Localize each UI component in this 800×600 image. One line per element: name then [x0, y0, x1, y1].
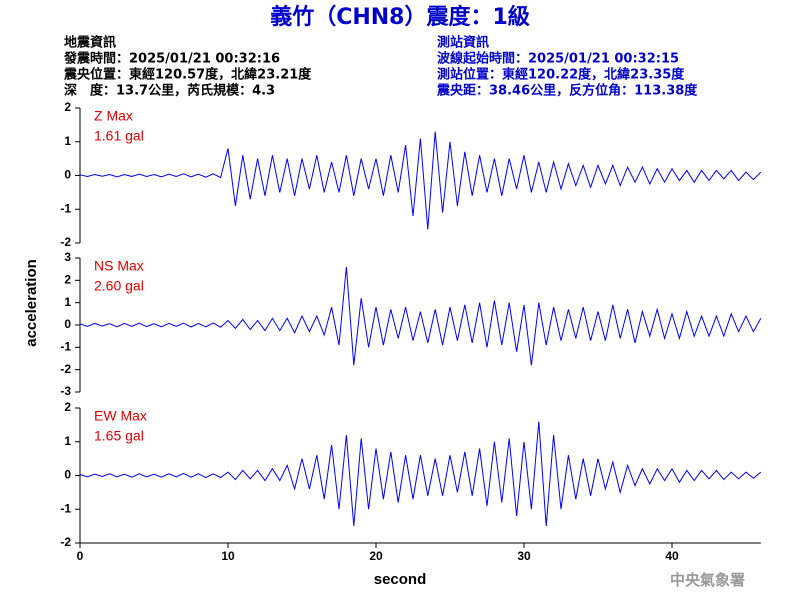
- event-info-line: 發震時間：2025/01/21 00:32:16: [63, 51, 280, 67]
- chart-title: 義竹（CHN8）震度：1級: [270, 4, 530, 30]
- y-tick-label: 0: [64, 168, 71, 182]
- y-tick-label: 1: [64, 434, 71, 448]
- y-tick-label: -2: [60, 535, 71, 549]
- x-tick-label: 10: [221, 549, 235, 563]
- y-tick-label: -2: [60, 362, 71, 376]
- station-info-line: 測站資訊: [437, 35, 489, 51]
- waveform: [79, 421, 762, 527]
- peak-label: 1.65 gal: [94, 428, 144, 444]
- component-label: Z Max: [94, 108, 133, 124]
- y-tick-label: 3: [64, 250, 71, 264]
- waveform: [79, 131, 762, 230]
- y-tick-label: 2: [64, 273, 71, 287]
- event-info-line: 震央位置：東經120.57度，北緯23.21度: [63, 67, 312, 83]
- event-info-line: 深 度：13.7公里，芮氏規模：4.3: [64, 83, 275, 99]
- y-tick-label: -1: [60, 340, 71, 354]
- station-info-line: 波線起始時間：2025/01/21 00:32:15: [437, 51, 679, 67]
- y-tick-label: -1: [60, 501, 71, 515]
- peak-label: 2.60 gal: [94, 278, 144, 294]
- x-tick-label: 0: [77, 549, 84, 563]
- y-tick-label: 0: [64, 317, 71, 331]
- y-tick-label: -1: [60, 201, 71, 215]
- y-tick-label: 1: [64, 134, 71, 148]
- x-tick-label: 20: [369, 549, 383, 563]
- y-axis-label: acceleration: [23, 259, 40, 347]
- component-label: NS Max: [94, 258, 144, 274]
- y-tick-label: -2: [60, 235, 71, 249]
- station-info-line: 測站位置：東經120.22度，北緯23.35度: [437, 67, 685, 83]
- x-tick-label: 30: [517, 549, 531, 563]
- event-info-line: 地震資訊: [64, 35, 116, 51]
- x-tick-label: 40: [665, 549, 679, 563]
- y-tick-label: -3: [60, 384, 71, 398]
- peak-label: 1.61 gal: [94, 128, 144, 144]
- y-tick-label: 1: [64, 295, 71, 309]
- waveform: [79, 266, 762, 366]
- watermark: 中央氣象署: [670, 571, 745, 589]
- component-label: EW Max: [94, 408, 147, 424]
- x-axis-label: second: [374, 571, 427, 588]
- y-tick-label: 2: [64, 400, 71, 414]
- y-tick-label: 0: [64, 468, 71, 482]
- station-info-line: 震央距：38.46公里，反方位角：113.38度: [436, 83, 698, 99]
- y-tick-label: 2: [64, 100, 71, 114]
